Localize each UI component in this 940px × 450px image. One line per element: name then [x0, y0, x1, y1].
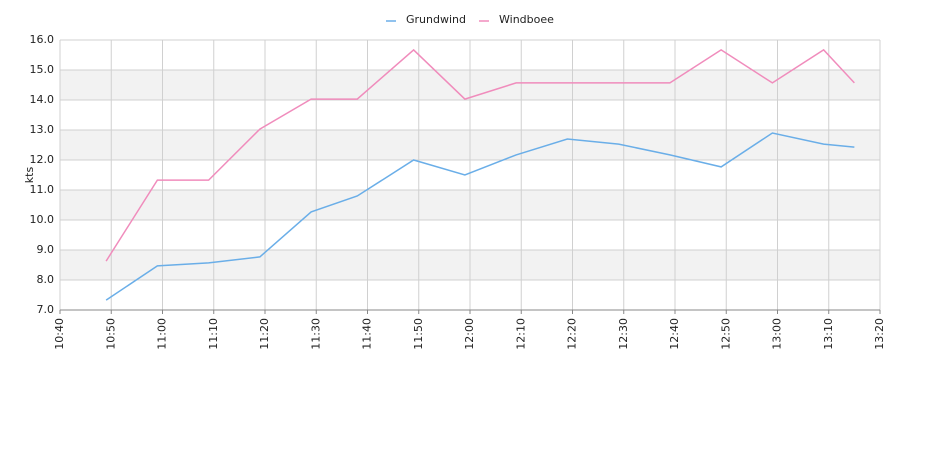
x-tick-label: 10:40 — [53, 318, 66, 350]
x-tick-label: 11:20 — [258, 318, 271, 350]
x-tick-label: 12:40 — [668, 318, 681, 350]
x-tick-label: 13:00 — [771, 318, 784, 350]
series-line — [105, 48, 855, 262]
y-tick-label: 13.0 — [30, 123, 55, 136]
x-tick-label: 13:10 — [822, 318, 835, 350]
y-tick-label: 11.0 — [30, 183, 55, 196]
x-tick-label: 12:00 — [463, 318, 476, 350]
x-tick-label: 11:40 — [361, 318, 374, 350]
y-tick-label: 12.0 — [30, 153, 55, 166]
series-line — [105, 132, 855, 301]
x-tick-label: 13:20 — [873, 318, 886, 350]
x-tick-label: 11:10 — [207, 318, 220, 350]
x-tick-label: 12:50 — [719, 318, 732, 350]
y-tick-label: 9.0 — [37, 243, 55, 256]
x-tick-label: 12:10 — [514, 318, 527, 350]
x-tick-label: 11:50 — [412, 318, 425, 350]
y-tick-label: 15.0 — [30, 63, 55, 76]
x-tick-label: 11:00 — [156, 318, 169, 350]
x-tick-label: 12:20 — [566, 318, 579, 350]
y-tick-label: 10.0 — [30, 213, 55, 226]
y-tick-label: 16.0 — [30, 33, 55, 46]
y-axis-label: kts — [23, 167, 36, 184]
x-tick-label: 11:30 — [309, 318, 322, 350]
x-tick-label: 10:50 — [104, 318, 117, 350]
y-tick-label: 14.0 — [30, 93, 55, 106]
legend-label: Windboee — [499, 13, 554, 26]
y-tick-label: 7.0 — [37, 303, 55, 316]
legend-label: Grundwind — [406, 13, 466, 26]
x-tick-label: 12:30 — [617, 318, 630, 350]
y-tick-label: 8.0 — [37, 273, 55, 286]
